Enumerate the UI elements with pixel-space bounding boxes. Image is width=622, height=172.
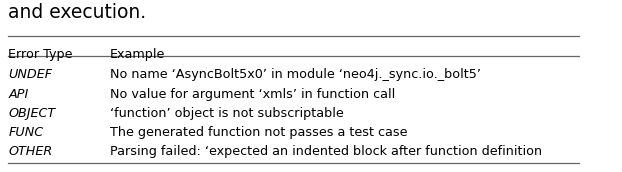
Text: and execution.: and execution. — [8, 3, 146, 22]
Text: ‘function’ object is not subscriptable: ‘function’ object is not subscriptable — [110, 107, 344, 120]
Text: No value for argument ‘xmls’ in function call: No value for argument ‘xmls’ in function… — [110, 88, 396, 100]
Text: API: API — [8, 88, 29, 100]
Text: OTHER: OTHER — [8, 145, 53, 158]
Text: Error Type: Error Type — [8, 48, 73, 61]
Text: OBJECT: OBJECT — [8, 107, 55, 120]
Text: Parsing failed: ‘expected an indented block after function definition: Parsing failed: ‘expected an indented bl… — [110, 145, 542, 158]
Text: UNDEF: UNDEF — [8, 68, 52, 81]
Text: Example: Example — [110, 48, 165, 61]
Text: No name ‘AsyncBolt5x0’ in module ‘neo4j._sync.io._bolt5’: No name ‘AsyncBolt5x0’ in module ‘neo4j.… — [110, 68, 481, 81]
Text: FUNC: FUNC — [8, 126, 44, 139]
Text: The generated function not passes a test case: The generated function not passes a test… — [110, 126, 407, 139]
